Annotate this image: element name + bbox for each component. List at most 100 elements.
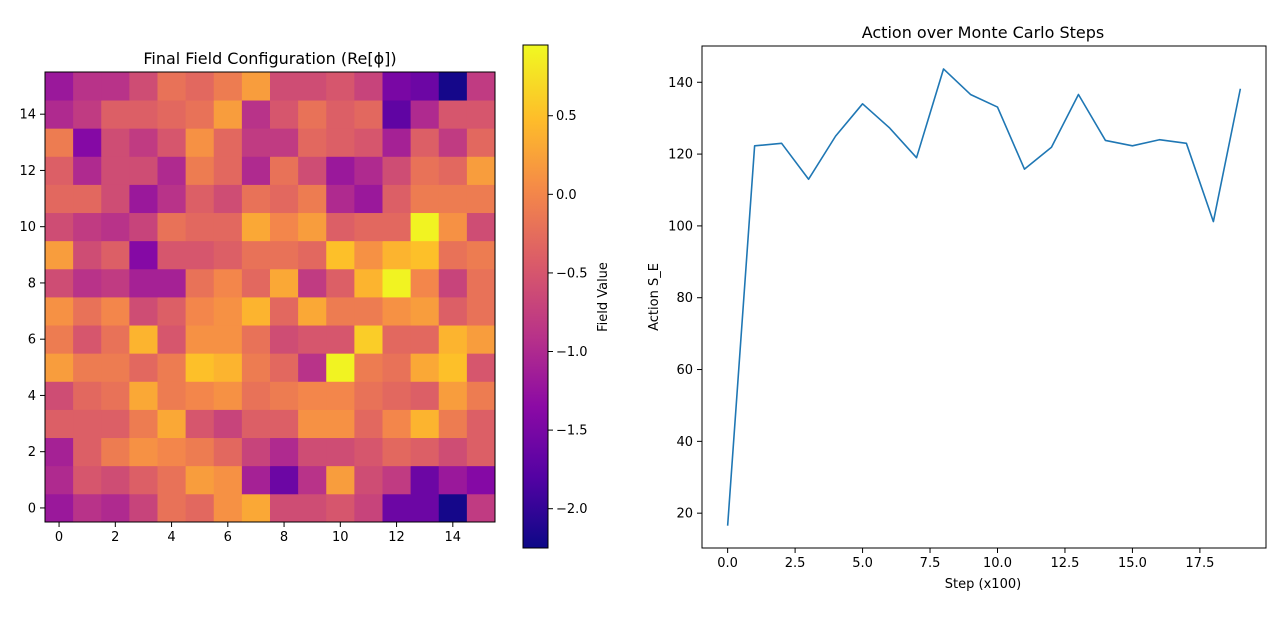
heatmap-cell: [466, 184, 496, 214]
heatmap-cell: [298, 353, 327, 382]
heatmap-cell: [410, 72, 440, 101]
colorbar: 0.5 0.0 −0.5 −1.0 −1.5 −2.0 Field Value: [522, 44, 611, 549]
line-chart-x-tick-label: 15.0: [1118, 556, 1147, 571]
heatmap-cell: [241, 268, 271, 298]
heatmap-cell: [298, 184, 327, 214]
heatmap-cell: [466, 493, 496, 523]
heatmap-cell: [213, 325, 243, 354]
heatmap-cell: [241, 409, 271, 439]
heatmap-cell: [326, 268, 355, 298]
heatmap-cell: [73, 465, 102, 495]
colorbar-tick-label: 0.0: [556, 188, 577, 203]
heatmap-cell: [270, 212, 299, 242]
heatmap-cell: [466, 381, 496, 410]
heatmap-cell: [354, 72, 383, 101]
heatmap-cell: [101, 465, 130, 495]
heatmap-cell: [298, 437, 327, 467]
heatmap-cell: [73, 409, 102, 439]
heatmap-cell: [438, 493, 468, 523]
heatmap-y-tick-label: 14: [19, 108, 36, 123]
heatmap-cell: [354, 100, 383, 129]
heatmap-cell: [129, 128, 158, 157]
heatmap-cell: [326, 465, 355, 495]
heatmap-cell: [213, 381, 243, 410]
heatmap-cell: [410, 325, 440, 354]
heatmap-cell: [129, 493, 158, 523]
heatmap-cell: [466, 297, 496, 326]
heatmap-cell: [382, 409, 412, 439]
heatmap-cell: [241, 100, 271, 129]
heatmap-cell: [241, 212, 271, 242]
heatmap-cell: [298, 325, 327, 354]
heatmap-cell: [185, 184, 215, 214]
heatmap-cell: [382, 128, 412, 157]
heatmap-cell: [185, 268, 215, 298]
heatmap-cell: [241, 465, 271, 495]
heatmap-cell: [466, 156, 496, 185]
heatmap-x-tick-label: 2: [111, 530, 119, 545]
line-chart-x-tick-label: 7.5: [920, 556, 941, 571]
heatmap-cell: [326, 297, 355, 326]
heatmap-cell: [438, 100, 468, 129]
heatmap-cell: [382, 240, 412, 270]
heatmap-x-tick-label: 14: [445, 530, 462, 545]
line-panel: Action over Monte Carlo Steps 0.0 2.5 5.0 7…: [647, 23, 1267, 592]
heatmap-cell: [101, 240, 130, 270]
heatmap-cell: [438, 437, 468, 467]
heatmap-cell: [45, 437, 74, 467]
heatmap-cell: [101, 493, 130, 523]
heatmap-cell: [157, 100, 187, 129]
heatmap-cell: [45, 353, 74, 382]
heatmap-cell: [213, 465, 243, 495]
heatmap-cell: [410, 409, 440, 439]
heatmap-cell: [185, 325, 215, 354]
heatmap-cell: [382, 72, 412, 101]
heatmap-cell: [185, 437, 215, 467]
action-series-points: [728, 69, 1241, 526]
heatmap-x-tick-label: 4: [167, 530, 175, 545]
heatmap-cell: [382, 493, 412, 523]
heatmap-cell: [438, 297, 468, 326]
heatmap-cell: [129, 297, 158, 326]
heatmap-cell: [73, 353, 102, 382]
heatmap-cell: [298, 409, 327, 439]
heatmap-cell: [73, 128, 102, 157]
colorbar-tick-label: −0.5: [556, 266, 588, 281]
heatmap-cell: [101, 381, 130, 410]
line-chart-x-tick-label: 10.0: [983, 556, 1012, 571]
line-chart-y-tick-label: 80: [676, 291, 693, 306]
heatmap-cell: [101, 72, 130, 101]
heatmap-cell: [241, 184, 271, 214]
heatmap-cell: [157, 493, 187, 523]
heatmap-cell: [382, 156, 412, 185]
heatmap-cell: [298, 297, 327, 326]
heatmap-cell: [382, 381, 412, 410]
heatmap-cell: [185, 240, 215, 270]
heatmap-cell: [298, 100, 327, 129]
heatmap-cell: [157, 381, 187, 410]
heatmap-cell: [213, 128, 243, 157]
heatmap-title: Final Field Configuration (Re[ϕ]): [143, 49, 396, 68]
heatmap-cell: [73, 297, 102, 326]
heatmap-cell: [354, 297, 383, 326]
heatmap-cell: [466, 212, 496, 242]
heatmap-cell: [382, 325, 412, 354]
heatmap-cell: [213, 212, 243, 242]
heatmap-cells: [45, 72, 496, 523]
heatmap-cell: [73, 240, 102, 270]
line-chart-y-ticks: 20 40 60 80 100 120 140: [668, 76, 702, 522]
heatmap-cell: [354, 268, 383, 298]
heatmap-cell: [354, 212, 383, 242]
heatmap-cell: [382, 212, 412, 242]
heatmap-cell: [185, 493, 215, 523]
heatmap-cell: [326, 493, 355, 523]
heatmap-cell: [73, 212, 102, 242]
heatmap-cell: [45, 156, 74, 185]
heatmap-cell: [185, 381, 215, 410]
heatmap-cell: [326, 184, 355, 214]
heatmap-cell: [354, 128, 383, 157]
heatmap-cell: [45, 268, 74, 298]
heatmap-cell: [438, 184, 468, 214]
heatmap-cell: [270, 493, 299, 523]
heatmap-cell: [410, 437, 440, 467]
